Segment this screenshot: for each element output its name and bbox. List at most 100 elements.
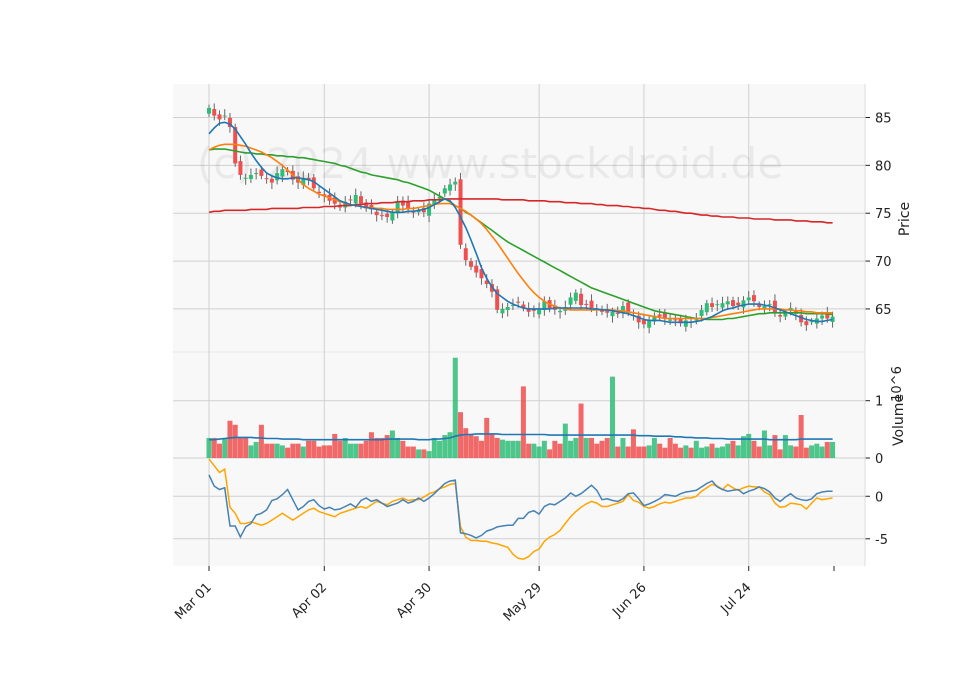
candle-body (516, 301, 521, 303)
candle-body (479, 269, 484, 279)
volume-bar (232, 424, 238, 458)
candle-body (448, 184, 453, 191)
volume-ma-line (209, 433, 833, 441)
candle-body (222, 115, 227, 117)
candle-body (762, 306, 767, 309)
candle-body (207, 107, 211, 114)
candle-body (343, 201, 348, 208)
volume-bar (824, 441, 830, 458)
candle-body (264, 178, 269, 180)
volume-bar (515, 440, 521, 458)
candle-body (269, 178, 274, 183)
candle-body (558, 310, 563, 313)
volume-bar (803, 447, 809, 458)
candle-body (285, 170, 290, 173)
candle-body (778, 315, 783, 317)
volume-bar (573, 437, 579, 458)
volume-bar (269, 443, 275, 458)
volume-bar (316, 446, 322, 458)
price-y-tick-label: 70 (875, 255, 892, 270)
volume-bar (253, 441, 259, 458)
candle-body (317, 191, 322, 194)
candle-body (406, 202, 411, 210)
volume-bar (248, 445, 254, 458)
oscillator-panel (173, 458, 865, 566)
volume-bar (589, 437, 595, 458)
candle-body (741, 300, 746, 308)
candle-body (238, 161, 243, 175)
volume-bar (264, 443, 270, 458)
candle-body (495, 289, 500, 310)
candle-body (259, 169, 264, 176)
volume-bar (604, 437, 610, 458)
candle-body (704, 303, 709, 313)
watermark: (c) 2024 www.stockdroid.de (197, 139, 783, 188)
volume-bar (562, 423, 568, 458)
volume-bar (426, 451, 432, 458)
volume-bar (714, 447, 720, 458)
candle-body (751, 295, 756, 302)
volume-bar (389, 430, 395, 458)
volume-bar (583, 437, 589, 458)
volume-bar (227, 420, 233, 458)
candle-body (715, 304, 720, 306)
volume-bar (363, 440, 369, 458)
volume-bar (384, 435, 390, 458)
candle-body (379, 215, 384, 217)
volume-bar (630, 429, 636, 458)
candle-body (390, 212, 395, 221)
candle-body (647, 320, 652, 328)
volume-bar (761, 430, 767, 458)
volume-bar (693, 440, 699, 458)
volume-bar (311, 440, 317, 458)
candle-body (584, 303, 589, 305)
candle-body (573, 292, 578, 301)
volume-bar (531, 443, 537, 458)
volume-bar (819, 446, 825, 458)
volume-bar (657, 443, 663, 458)
volume-bar (683, 445, 689, 458)
volume-bar (421, 449, 427, 458)
candle-body (783, 312, 788, 317)
volume-bar (494, 437, 500, 458)
candle-body (804, 321, 809, 326)
price-y-tick-label: 85 (875, 112, 892, 127)
candle-body (521, 304, 526, 308)
candle-body (348, 199, 353, 201)
volume-bar (651, 437, 657, 458)
candle-body (233, 127, 238, 164)
candle-body (484, 280, 489, 285)
volume-bar (777, 449, 783, 458)
volume-y-tick-label: 1 (875, 395, 883, 410)
volume-bar (327, 445, 333, 458)
candle-body (657, 314, 662, 317)
volume-bar (274, 443, 280, 458)
volume-bar (358, 443, 364, 458)
candle-body (358, 196, 363, 204)
candle-body (463, 248, 468, 261)
volume-bar (547, 449, 553, 458)
candle-body (432, 199, 437, 205)
volume-bar (222, 437, 228, 458)
volume-bar (662, 447, 668, 458)
candle-body (678, 318, 683, 324)
volume-bar (751, 440, 757, 458)
candle-body (568, 297, 573, 305)
candle-body (615, 312, 620, 314)
x-tick-label: Apr 02 (289, 580, 330, 621)
candle-body (301, 177, 306, 185)
oscillator-y-tick-label: -5 (875, 533, 888, 548)
candle-body (364, 202, 369, 209)
candle-body (809, 321, 814, 323)
candle-body (699, 309, 704, 317)
volume-bar (285, 447, 291, 458)
volume-bar (772, 435, 778, 458)
volume-bar (489, 433, 495, 458)
volume-scale-label: 10^6 (890, 366, 905, 402)
price-axis-title: Price (897, 202, 913, 236)
volume-bar (809, 445, 815, 458)
volume-bar (400, 440, 406, 458)
volume-bar (756, 446, 762, 458)
volume-bar (641, 446, 647, 458)
